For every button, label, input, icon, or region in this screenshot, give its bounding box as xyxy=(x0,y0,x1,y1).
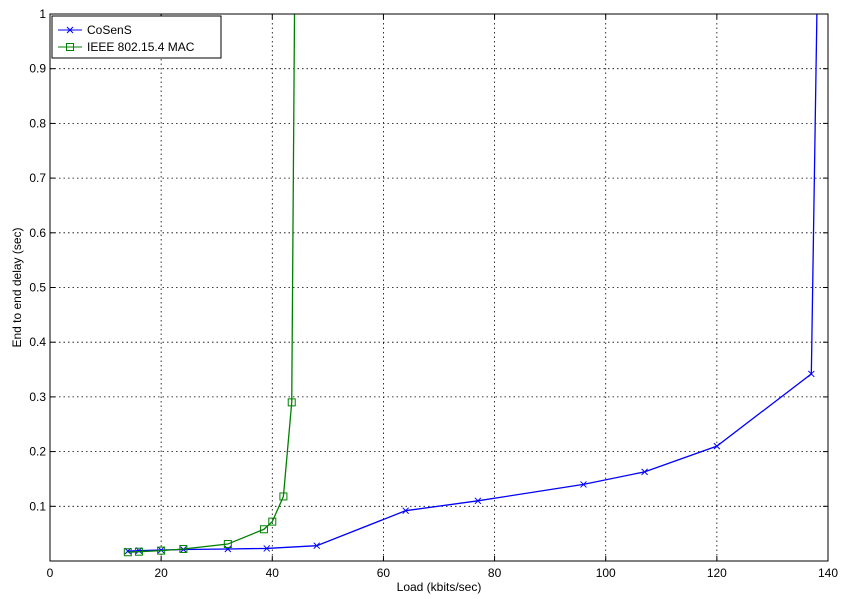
data-point-cosens xyxy=(263,545,271,552)
legend: CoSenS IEEE 802.15.4 MAC xyxy=(51,15,222,59)
x-tick-label: 100 xyxy=(596,566,616,580)
data-point-cosens xyxy=(474,497,482,505)
data-point-cosens xyxy=(402,507,410,515)
data-point-ieee xyxy=(223,540,232,549)
data-point-ieee xyxy=(259,525,268,534)
grid xyxy=(50,14,828,561)
data-point-ieee xyxy=(123,548,132,557)
y-tick-label: 0.5 xyxy=(29,281,46,295)
y-tick-label: 0.1 xyxy=(29,499,46,513)
y-tick-label: 1 xyxy=(39,7,46,21)
x-tick-label: 120 xyxy=(707,566,727,580)
legend-item-cosens: CoSenS xyxy=(58,23,132,37)
x-tick-label: 40 xyxy=(266,566,280,580)
y-tick-label: 0.6 xyxy=(29,226,46,240)
data-point-ieee xyxy=(268,517,277,526)
plot-background xyxy=(50,14,828,561)
legend-label-ieee: IEEE 802.15.4 MAC xyxy=(87,40,195,54)
data-point-cosens xyxy=(224,545,232,553)
legend-box xyxy=(51,15,222,59)
data-point-ieee xyxy=(179,544,188,553)
legend-marker-ieee xyxy=(66,43,74,51)
legend-label-cosens: CoSenS xyxy=(87,23,132,37)
y-axis-label: End to end delay (sec) xyxy=(10,227,24,347)
legend-item-ieee: IEEE 802.15.4 MAC xyxy=(58,40,195,54)
data-point-cosens xyxy=(713,442,721,450)
data-point-cosens xyxy=(580,481,587,488)
data-point-ieee xyxy=(279,492,288,501)
y-tick-label: 0.9 xyxy=(29,62,46,76)
data-point-cosens xyxy=(313,542,321,550)
data-point-cosens xyxy=(807,370,815,378)
y-tick-label: 0.3 xyxy=(29,390,46,404)
x-tick-label: 140 xyxy=(818,566,838,580)
series-ieee xyxy=(123,14,296,557)
legend-marker-cosens xyxy=(66,26,74,34)
x-tick-label: 20 xyxy=(154,566,168,580)
data-point-ieee xyxy=(157,546,166,555)
tick-labels: 0 20 40 60 80 100 120 140 0.1 0.2 0.3 0.4 0.5 0.6 0.7 0… xyxy=(29,7,838,580)
x-tick-label: 0 xyxy=(47,566,54,580)
x-axis-label: Load (kbits/sec) xyxy=(397,580,482,594)
data-point-cosens xyxy=(641,468,648,476)
series-line-ieee xyxy=(127,14,296,553)
series-layer xyxy=(123,14,818,557)
y-tick-label: 0.4 xyxy=(29,335,46,349)
x-tick-label: 60 xyxy=(377,566,391,580)
y-tick-label: 0.7 xyxy=(29,171,46,185)
data-point-ieee xyxy=(134,547,143,556)
data-point-ieee xyxy=(287,398,296,407)
plot-frame xyxy=(49,13,829,562)
y-tick-label: 0.2 xyxy=(29,445,46,459)
x-tick-label: 80 xyxy=(488,566,502,580)
y-tick-label: 0.8 xyxy=(29,116,46,130)
